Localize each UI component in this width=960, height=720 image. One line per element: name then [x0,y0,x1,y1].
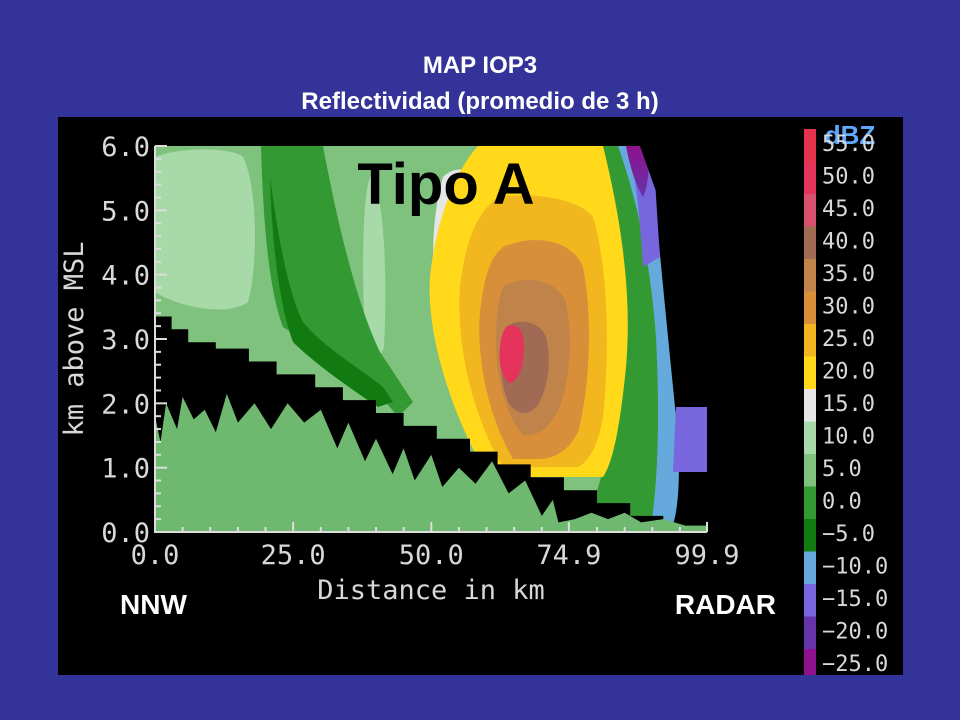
x-tick-labels: 0.0 25.0 50.0 74.9 99.9 [131,540,740,571]
colorbar-level-label: 50.0 [822,165,875,190]
colorbar-level-label: 0.0 [822,490,862,515]
colorbar-level-label: 35.0 [822,262,875,287]
no-echo-region [640,146,707,407]
y-axis-label: km above MSL [59,241,90,436]
colorbar-swatch [804,649,816,675]
colorbar-swatch [804,291,816,325]
colorbar-swatch [804,259,816,292]
colorbar-swatch [804,584,816,617]
colorbar-level-label: 20.0 [822,360,875,385]
y-tick-label: 6.0 [101,132,150,163]
colorbar-level-label: 45.0 [822,197,875,222]
colorbar-swatch [804,356,816,390]
echo-region-minus15dbz-low [673,407,707,472]
colorbar-swatch [804,161,816,195]
y-tick-label: 0.0 [101,518,150,549]
chart-title: MAP IOP3 [422,52,538,79]
colorbar-swatch [804,616,816,650]
colorbar-level-label: −15.0 [822,587,888,612]
colorbar-level-label: −10.0 [822,555,888,580]
colorbar-unit-label: dBZ [825,120,876,150]
echo-region-minus10dbz [618,146,679,532]
nnw-label: NNW [120,589,187,620]
colorbar-swatch [804,454,816,487]
colorbar-swatch [804,226,816,260]
colorbar-level-label: 55.0 [822,132,875,157]
colorbar-level-label: −25.0 [822,652,888,675]
radar-label: RADAR [675,589,776,620]
x-tick-label: 50.0 [399,540,464,571]
x-tick-marks [154,522,708,532]
x-tick-label: 0.0 [131,540,180,571]
y-tick-labels: 0.0 1.0 2.0 3.0 4.0 5.0 6.0 [101,132,150,549]
colorbar-level-label: 25.0 [822,327,875,352]
colorbar-swatch [804,486,816,520]
colorbar-level-label: 30.0 [822,295,875,320]
terrain-profile [155,393,708,532]
x-axis-label: Distance in km [317,575,545,606]
echo-region-minus5dbz-band [270,177,393,407]
y-tick-label: 3.0 [101,325,150,356]
colorbar-level-label: −5.0 [822,522,875,547]
y-tick-label: 4.0 [101,261,150,292]
colorbar-level-label: 15.0 [822,392,875,417]
x-tick-label: 74.9 [536,540,601,571]
colorbar-swatch [804,324,816,357]
colorbar-level-label: 5.0 [822,457,862,482]
colorbar-swatch [804,421,816,455]
colorbar-level-label: −20.0 [822,620,888,645]
x-tick-label: 99.9 [674,540,739,571]
colorbar-level-label: 40.0 [822,230,875,255]
colorbar-swatch [804,519,816,552]
colorbar-swatch [804,129,816,162]
colorbar-level-label: 10.0 [822,425,875,450]
colorbar-swatch [804,194,816,227]
chart-subtitle: Reflectividad (promedio de 3 h) [301,88,659,115]
y-tick-marks [155,145,167,533]
y-tick-label: 1.0 [101,454,150,485]
type-label: Tipo A [357,152,534,217]
x-tick-label: 25.0 [261,540,326,571]
echo-region-0dbz-band [261,146,413,417]
echo-region-minus20dbz [626,146,649,197]
y-tick-label: 2.0 [101,389,150,420]
echo-region-10dbz-mid [363,177,386,357]
reflectivity-chart: 0.0 25.0 50.0 74.9 99.9 0.0 1.0 2.0 3.0 4.0 5.0 6.… [58,117,903,675]
echo-region-45dbz [499,325,524,383]
colorbar-swatch [804,389,816,422]
colorbar-swatch [804,551,816,585]
y-tick-label: 5.0 [101,196,150,227]
echo-region-10dbz-left [155,149,255,310]
colorbar: 55.0 50.0 45.0 40.0 35.0 30.0 25.0 20.0 15.0 10.0… [804,129,888,675]
